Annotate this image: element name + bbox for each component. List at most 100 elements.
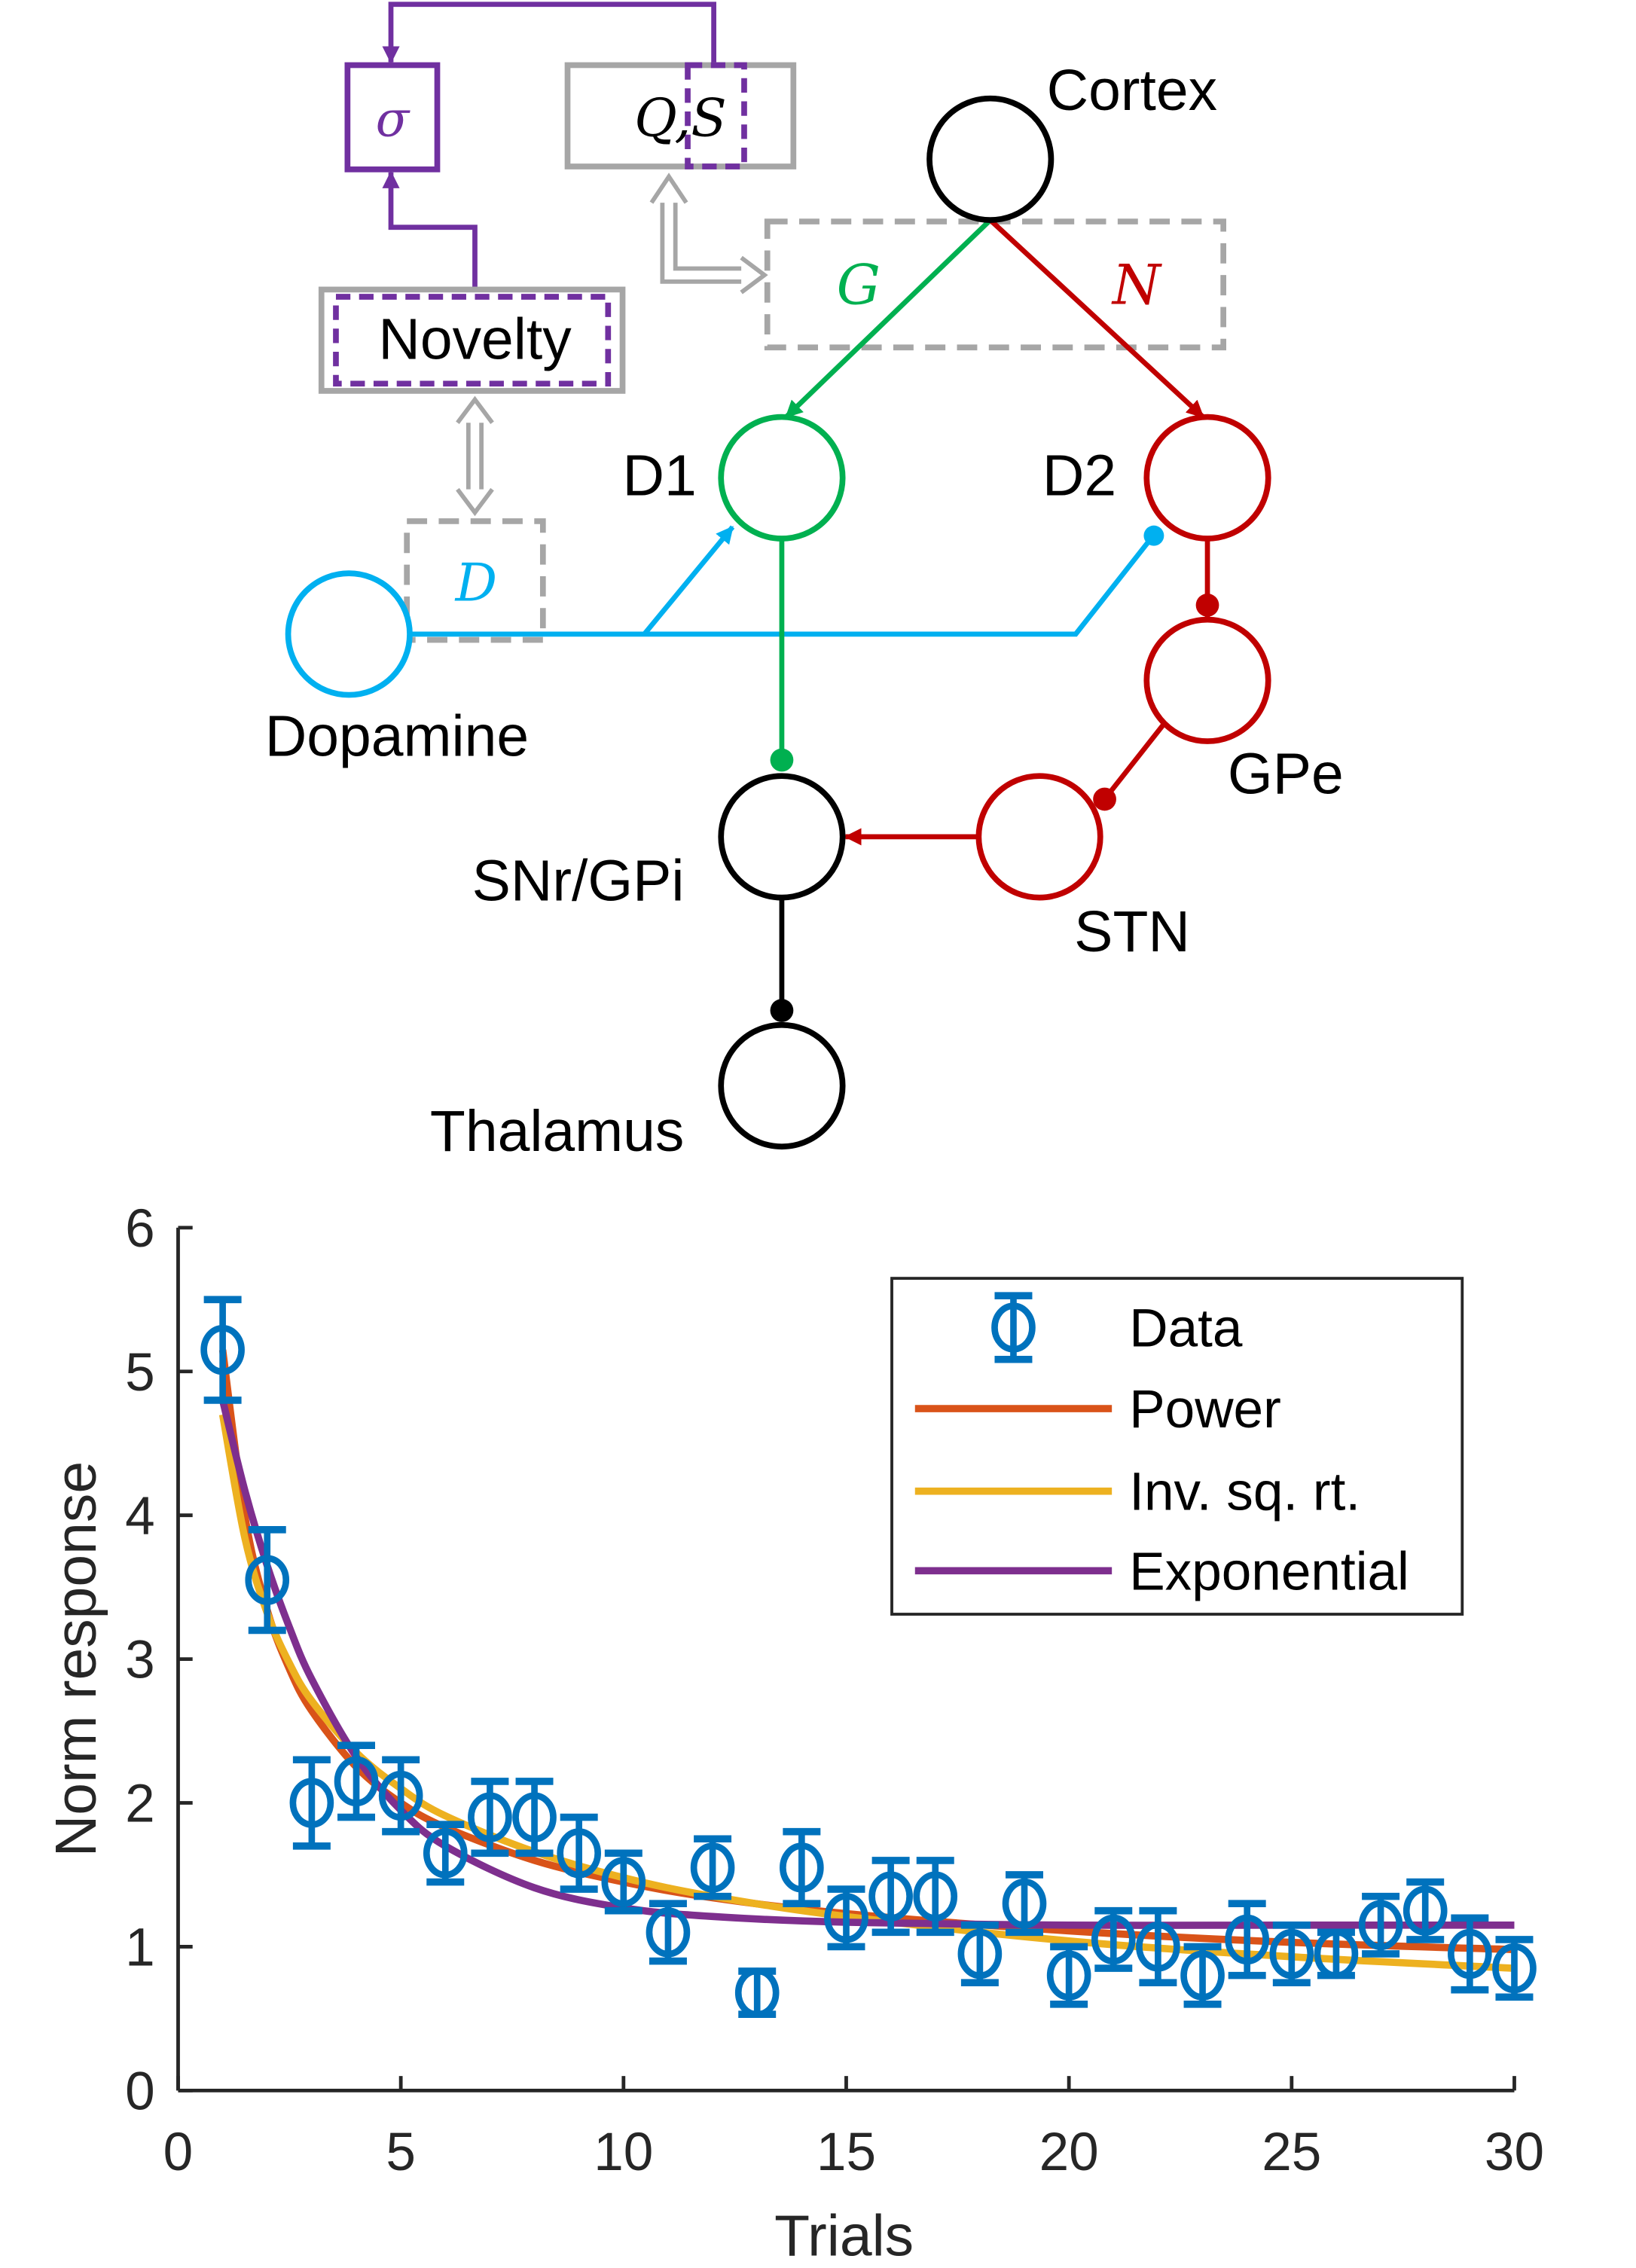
data-marker	[289, 1778, 334, 1828]
data-point	[601, 1849, 646, 1915]
d2-label: D2	[1042, 443, 1116, 508]
x-tick-label: 15	[816, 2123, 876, 2182]
data-marker	[1314, 1928, 1359, 1980]
d2-gpe-dot	[1195, 594, 1219, 617]
gpe-stn-dot	[1093, 787, 1116, 811]
snr-node	[718, 773, 846, 901]
data-marker	[601, 1857, 646, 1907]
stn-label: STN	[1074, 899, 1190, 964]
data-point	[734, 1967, 780, 2018]
data-marker	[868, 1871, 913, 1922]
d1-node	[718, 414, 846, 542]
thalamus-node	[718, 1021, 846, 1150]
data-point	[913, 1857, 958, 1937]
data-point	[1136, 1906, 1180, 1986]
y-tick-label: 5	[125, 1343, 155, 1403]
data-point	[423, 1821, 468, 1886]
sigma-label: σ	[376, 91, 411, 148]
data-marker	[1492, 1943, 1537, 1994]
data-point	[1002, 1871, 1047, 1937]
d-dashed-box	[404, 518, 546, 643]
data-marker	[468, 1792, 512, 1842]
cortex-label: Cortex	[1047, 58, 1217, 123]
cortex-d2-line	[988, 218, 1205, 420]
diagram: σ Q,S Novelty G N D	[265, 2, 1344, 1164]
d2-node	[1143, 414, 1271, 542]
g-label: G	[837, 254, 881, 318]
data-marker	[1269, 1928, 1314, 1980]
y-tick-label: 3	[125, 1631, 155, 1690]
data-marker	[913, 1871, 958, 1922]
data-point	[1225, 1900, 1269, 1980]
data-point	[1403, 1878, 1448, 1943]
data-point	[1358, 1892, 1403, 1958]
d1-label: D1	[623, 443, 697, 508]
data-point	[200, 1296, 245, 1404]
d1-snr-dot	[770, 748, 794, 772]
data-point	[1269, 1921, 1314, 1986]
dopamine-node	[285, 570, 413, 698]
data-point	[512, 1778, 557, 1857]
dopamine-d2-dot	[1143, 525, 1164, 546]
data-marker	[1225, 1914, 1269, 1965]
legend-marker	[991, 1302, 1036, 1353]
novelty-box	[318, 286, 626, 394]
data-points	[200, 1296, 1537, 2018]
axes: 0 5 10 15 20 25 30 0 1 2 3 4 5 6	[125, 1199, 1544, 2182]
legend-entry: Exponential	[914, 1542, 1409, 1601]
qs-label: Q,S	[634, 89, 727, 149]
x-tick-label: 25	[1262, 2123, 1321, 2182]
novelty-label: Novelty	[378, 307, 572, 372]
data-marker	[646, 1907, 691, 1958]
legend: Data Power Inv. sq. rt. Exponential	[890, 1277, 1464, 1616]
y-axis-label: Norm response	[44, 1461, 108, 1857]
qs-to-sigma-line	[382, 2, 716, 66]
data-point	[1180, 1943, 1225, 2008]
data-marker	[734, 1967, 780, 2018]
dopamine-line	[409, 536, 1153, 637]
data-marker	[780, 1842, 824, 1893]
n-label: N	[1111, 254, 1162, 318]
data-marker	[957, 1928, 1003, 1980]
data-point	[289, 1756, 334, 1850]
x-tick-label: 20	[1039, 2123, 1099, 2182]
x-tick-label: 0	[163, 2123, 194, 2182]
data-marker	[245, 1555, 290, 1605]
y-tick-label: 1	[125, 1918, 155, 1977]
data-point	[1448, 1914, 1492, 1994]
data-marker	[1136, 1922, 1180, 1972]
data-point	[957, 1921, 1003, 1986]
snr-thalamus-dot	[770, 999, 794, 1022]
novelty-d-double-arrow	[456, 395, 494, 517]
data-point	[1314, 1928, 1359, 1980]
dopamine-d1-line	[642, 525, 735, 636]
cortex-node	[926, 95, 1055, 223]
curve-exponential	[218, 1399, 1515, 1929]
legend-entry-data: Data	[991, 1292, 1243, 1363]
legend-label: Exponential	[1129, 1542, 1409, 1601]
legend-box	[890, 1277, 1464, 1616]
dopamine-label: Dopamine	[265, 704, 529, 768]
legend-label: Data	[1129, 1299, 1243, 1358]
data-point	[690, 1835, 735, 1900]
data-marker	[200, 1324, 245, 1375]
qs-gn-double-arrow	[649, 172, 768, 295]
data-marker	[1180, 1950, 1225, 2001]
data-marker	[334, 1756, 379, 1807]
y-tick-label: 6	[125, 1199, 155, 1259]
data-marker	[824, 1893, 868, 1943]
novelty-dashed-box	[333, 294, 612, 387]
data-marker	[1046, 1950, 1091, 2001]
gpe-label: GPe	[1228, 741, 1344, 806]
x-tick-label: 5	[386, 2123, 416, 2182]
legend-entry: Inv. sq. rt.	[914, 1463, 1360, 1522]
x-tick-label: 10	[594, 2123, 653, 2182]
snr-label: SNr/GPi	[472, 848, 685, 913]
y-tick-label: 2	[125, 1775, 155, 1834]
data-point	[557, 1813, 601, 1893]
data-point	[245, 1525, 290, 1635]
data-point	[1492, 1936, 1537, 2001]
sigma-box	[344, 62, 441, 172]
data-point	[334, 1741, 379, 1821]
